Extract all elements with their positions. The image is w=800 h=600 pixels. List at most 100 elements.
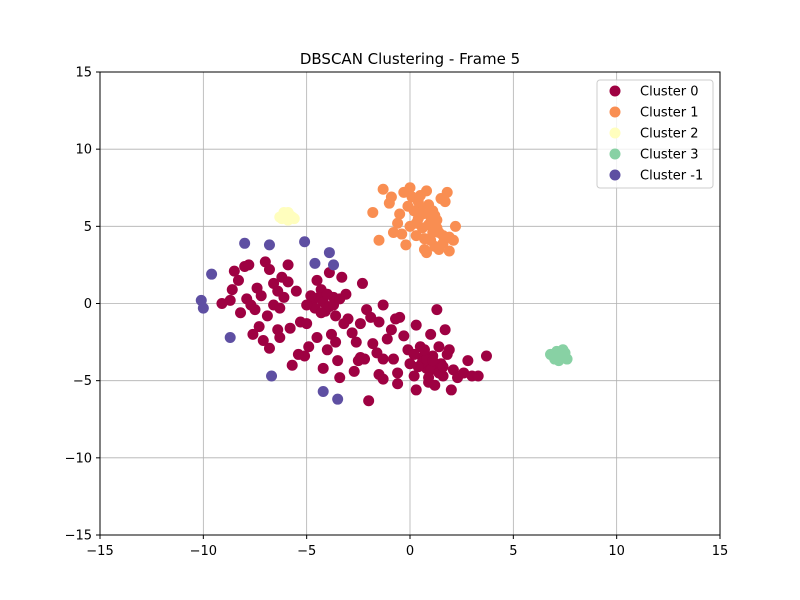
data-point [334, 293, 346, 305]
data-point [346, 327, 358, 339]
data-point [272, 285, 284, 297]
data-point [373, 316, 385, 328]
data-point [261, 310, 273, 322]
data-point [447, 234, 459, 246]
data-point [363, 395, 375, 407]
data-point [235, 307, 247, 319]
data-point [224, 294, 236, 306]
data-point [377, 353, 389, 365]
data-point [433, 243, 445, 255]
data-point [228, 265, 240, 277]
data-point [367, 338, 379, 350]
data-point [263, 239, 275, 251]
data-point [356, 277, 368, 289]
data-point [404, 182, 416, 194]
legend-marker [609, 148, 621, 160]
data-point [350, 336, 362, 348]
series-0 [216, 256, 492, 407]
data-point [305, 290, 317, 302]
data-point [418, 233, 430, 245]
data-point [282, 276, 294, 288]
data-point [282, 259, 294, 271]
data-point [381, 333, 393, 345]
data-point [408, 370, 420, 382]
x-tick-label: 10 [608, 544, 625, 559]
legend-marker [609, 169, 621, 181]
series-4 [195, 236, 344, 405]
data-point [224, 331, 236, 343]
data-point [338, 318, 350, 330]
data-point [206, 268, 218, 280]
y-tick-label: 5 [84, 220, 92, 235]
y-axis: −15 −10 −5 0 5 10 15 [65, 66, 100, 544]
legend-label: Cluster -1 [640, 169, 703, 184]
x-tick-label: −15 [86, 544, 113, 559]
data-point [423, 208, 435, 220]
x-tick-label: 5 [509, 544, 517, 559]
data-point [348, 365, 360, 377]
legend: Cluster 0 Cluster 1 Cluster 2 Cluster 3 Clus… [596, 79, 714, 189]
data-point [443, 344, 455, 356]
data-point [449, 220, 461, 232]
series-1 [367, 182, 461, 259]
data-point [274, 302, 286, 314]
data-point [247, 328, 259, 340]
data-point [323, 247, 335, 259]
data-point [352, 355, 364, 367]
data-point [392, 217, 404, 229]
data-point [251, 282, 263, 294]
data-point [472, 370, 484, 382]
data-point [266, 370, 278, 382]
data-point [404, 220, 416, 232]
data-point [332, 355, 344, 367]
data-point [458, 367, 470, 379]
data-point [441, 186, 453, 198]
data-point [216, 298, 228, 309]
data-point [443, 245, 455, 257]
y-tick-label: −10 [65, 451, 92, 466]
data-point [398, 330, 410, 342]
data-point [317, 385, 329, 397]
legend-label: Cluster 0 [640, 85, 699, 100]
legend-marker [609, 127, 621, 139]
y-tick-label: 10 [75, 143, 92, 158]
data-point [423, 372, 435, 384]
data-point [414, 189, 426, 201]
data-point [423, 199, 435, 211]
data-point [439, 324, 451, 336]
data-point [425, 328, 437, 340]
y-tick-label: −15 [65, 529, 92, 544]
data-point [321, 288, 333, 300]
data-point [311, 274, 323, 286]
data-point [385, 324, 397, 336]
legend-label: Cluster 3 [640, 148, 699, 163]
data-point [387, 227, 399, 239]
data-point [400, 239, 412, 251]
data-point [303, 341, 315, 353]
data-point [462, 355, 474, 367]
data-point [290, 285, 302, 297]
data-point [243, 259, 255, 271]
data-point [412, 361, 424, 373]
y-tick-label: 0 [84, 297, 92, 312]
data-point [245, 299, 257, 311]
data-point [336, 271, 348, 283]
data-point [410, 319, 422, 331]
data-point [278, 206, 290, 218]
data-point [404, 358, 416, 370]
data-point [301, 318, 313, 330]
data-point [334, 372, 346, 384]
data-point [377, 373, 389, 385]
data-point [321, 344, 333, 356]
data-point [257, 335, 269, 347]
data-point [394, 208, 406, 220]
data-point [429, 379, 441, 391]
x-tick-label: −5 [297, 544, 316, 559]
data-point [373, 234, 385, 246]
data-point [431, 304, 443, 316]
data-point [390, 313, 402, 325]
data-point [410, 384, 422, 396]
legend-marker [609, 106, 621, 118]
data-point [439, 196, 451, 208]
data-point [410, 230, 422, 242]
